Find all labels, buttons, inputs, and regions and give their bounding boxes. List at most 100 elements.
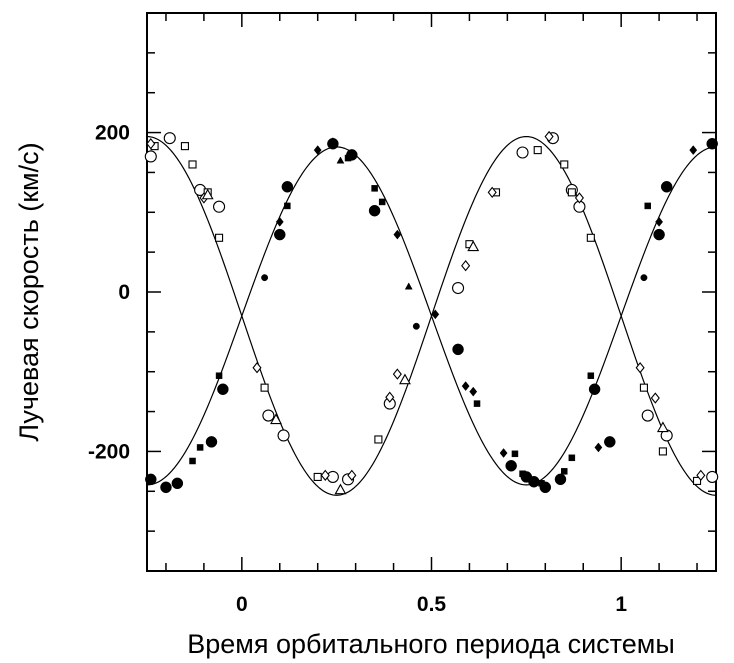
data-point <box>594 442 603 453</box>
data-point <box>567 188 576 197</box>
data-point <box>663 183 670 191</box>
data-point <box>146 138 156 150</box>
data-point <box>163 132 176 145</box>
data-point <box>658 447 667 456</box>
data-point <box>392 368 402 380</box>
data-point <box>215 372 223 379</box>
data-point <box>574 192 584 204</box>
data-point <box>217 383 229 396</box>
x-axis-title: Время орбитального периода системы <box>187 629 674 659</box>
x-tick-labels: 0 0.5 1 <box>236 593 627 616</box>
data-point <box>274 228 286 241</box>
data-point <box>640 274 648 282</box>
x-tick-label: 0.5 <box>417 593 447 616</box>
y-tick-label: 0 <box>118 281 130 304</box>
data-point <box>528 475 540 488</box>
x-tick-label: 1 <box>615 593 627 616</box>
data-point <box>591 386 599 394</box>
data-point <box>336 156 345 164</box>
y-tick-labels: 200 0 -200 <box>88 122 130 464</box>
data-point <box>516 146 529 159</box>
data-point <box>653 228 665 241</box>
data-point <box>561 468 568 475</box>
data-point <box>467 240 480 252</box>
data-point <box>196 444 204 451</box>
data-point <box>277 429 290 442</box>
data-point <box>587 372 595 379</box>
data-points <box>144 130 719 495</box>
data-point <box>505 460 517 472</box>
data-point <box>706 137 718 150</box>
data-point <box>313 145 322 156</box>
data-point <box>260 383 269 392</box>
data-point <box>560 160 569 169</box>
plot-frame <box>146 12 717 572</box>
data-point <box>544 130 554 143</box>
y-tick-label: 200 <box>95 122 130 145</box>
data-point <box>213 200 226 213</box>
data-point <box>188 160 197 169</box>
data-point <box>374 435 383 444</box>
data-point <box>461 381 470 391</box>
data-point <box>538 480 545 487</box>
data-point <box>144 150 157 163</box>
data-point <box>639 383 648 392</box>
data-point <box>281 181 294 193</box>
data-point <box>399 373 411 385</box>
data-point <box>385 391 395 403</box>
data-point <box>461 260 471 272</box>
axis-ticks <box>147 12 716 572</box>
plot-frame-group <box>146 12 717 572</box>
data-point <box>604 436 616 448</box>
data-point <box>586 233 595 242</box>
data-point <box>261 274 269 282</box>
data-point <box>334 483 347 495</box>
data-point <box>692 476 702 485</box>
data-point <box>393 229 402 240</box>
data-point <box>650 392 660 404</box>
data-point <box>706 470 719 483</box>
fit-curves <box>146 135 717 496</box>
data-point <box>262 409 275 422</box>
data-point <box>275 216 284 227</box>
data-point <box>511 450 519 458</box>
data-point <box>412 322 420 330</box>
data-point <box>404 282 413 290</box>
data-point <box>270 413 282 425</box>
data-point <box>252 362 262 374</box>
data-point <box>371 185 378 192</box>
data-point <box>368 204 381 217</box>
data-point <box>313 472 322 481</box>
data-point <box>431 309 440 320</box>
data-point <box>344 154 352 162</box>
data-point <box>635 362 645 374</box>
data-point <box>205 436 218 448</box>
data-point <box>568 454 576 462</box>
data-point <box>215 233 224 242</box>
data-point <box>487 186 497 199</box>
data-point <box>644 202 651 210</box>
data-point <box>519 470 526 477</box>
data-point <box>499 448 508 458</box>
data-point <box>328 137 337 148</box>
data-point <box>284 202 291 210</box>
data-point <box>145 473 157 486</box>
data-point <box>452 343 464 356</box>
data-point <box>171 477 184 490</box>
data-point <box>160 481 172 494</box>
data-point <box>656 421 669 433</box>
data-point <box>689 145 698 156</box>
x-tick-label: 0 <box>236 593 248 616</box>
data-point <box>189 457 196 465</box>
data-point <box>469 386 478 397</box>
data-point <box>452 281 465 295</box>
y-tick-label: -200 <box>88 440 130 463</box>
y-axis-title: Лучевая скорость (км/с) <box>14 142 44 441</box>
data-point <box>378 198 386 206</box>
data-point <box>326 470 339 483</box>
data-point <box>696 469 706 482</box>
data-point <box>655 216 664 227</box>
data-point <box>320 469 330 482</box>
data-point <box>533 146 542 155</box>
